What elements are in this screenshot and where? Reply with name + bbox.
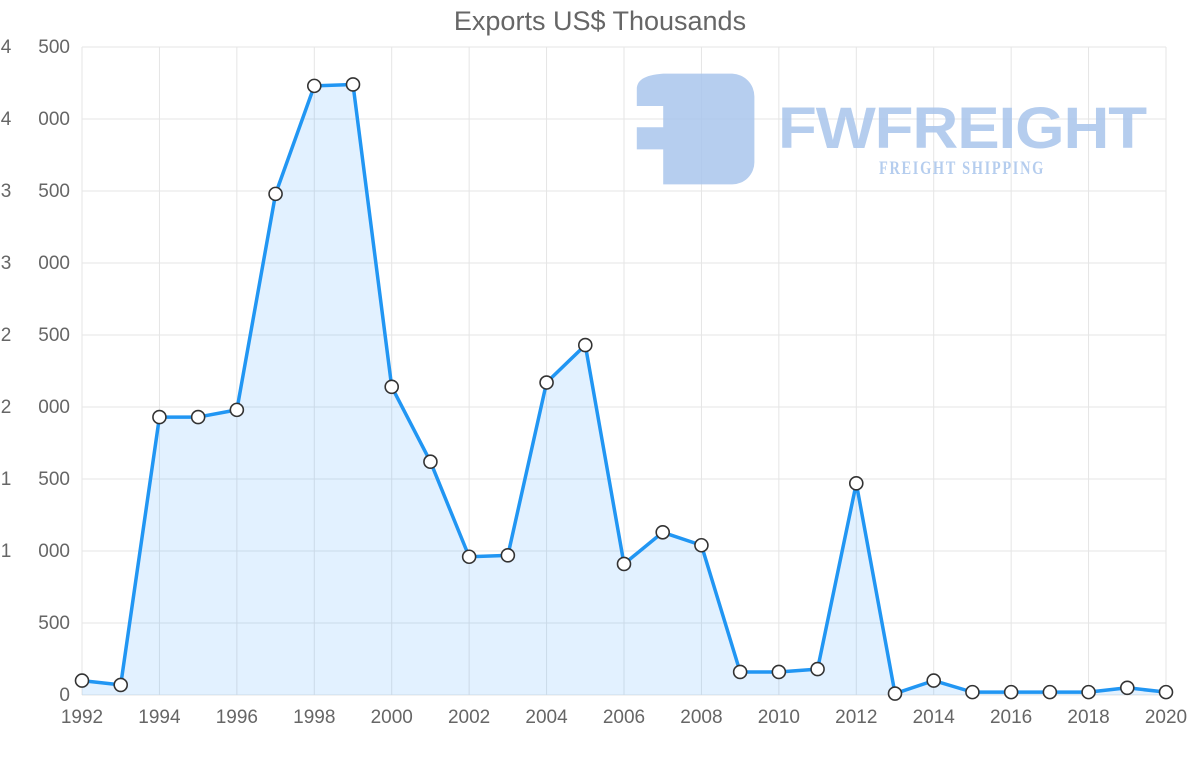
svg-text:2016: 2016 — [990, 707, 1032, 728]
svg-text:2000: 2000 — [1, 397, 70, 418]
svg-text:1996: 1996 — [216, 707, 258, 728]
svg-text:2004: 2004 — [525, 707, 568, 728]
svg-text:2020: 2020 — [1145, 707, 1187, 728]
svg-text:2002: 2002 — [448, 707, 490, 728]
svg-text:0: 0 — [59, 685, 70, 706]
svg-text:2018: 2018 — [1067, 707, 1109, 728]
svg-text:2006: 2006 — [603, 707, 645, 728]
svg-text:2014: 2014 — [913, 707, 956, 728]
svg-text:FWFREIGHT: FWFREIGHT — [778, 96, 1147, 161]
svg-text:2010: 2010 — [758, 707, 800, 728]
svg-text:500: 500 — [38, 613, 70, 634]
svg-text:2000: 2000 — [371, 707, 413, 728]
svg-text:FREIGHT SHIPPING: FREIGHT SHIPPING — [879, 158, 1045, 179]
svg-text:2008: 2008 — [680, 707, 722, 728]
svg-text:1992: 1992 — [61, 707, 103, 728]
svg-text:1998: 1998 — [293, 707, 335, 728]
svg-text:1994: 1994 — [138, 707, 181, 728]
svg-text:2012: 2012 — [835, 707, 877, 728]
